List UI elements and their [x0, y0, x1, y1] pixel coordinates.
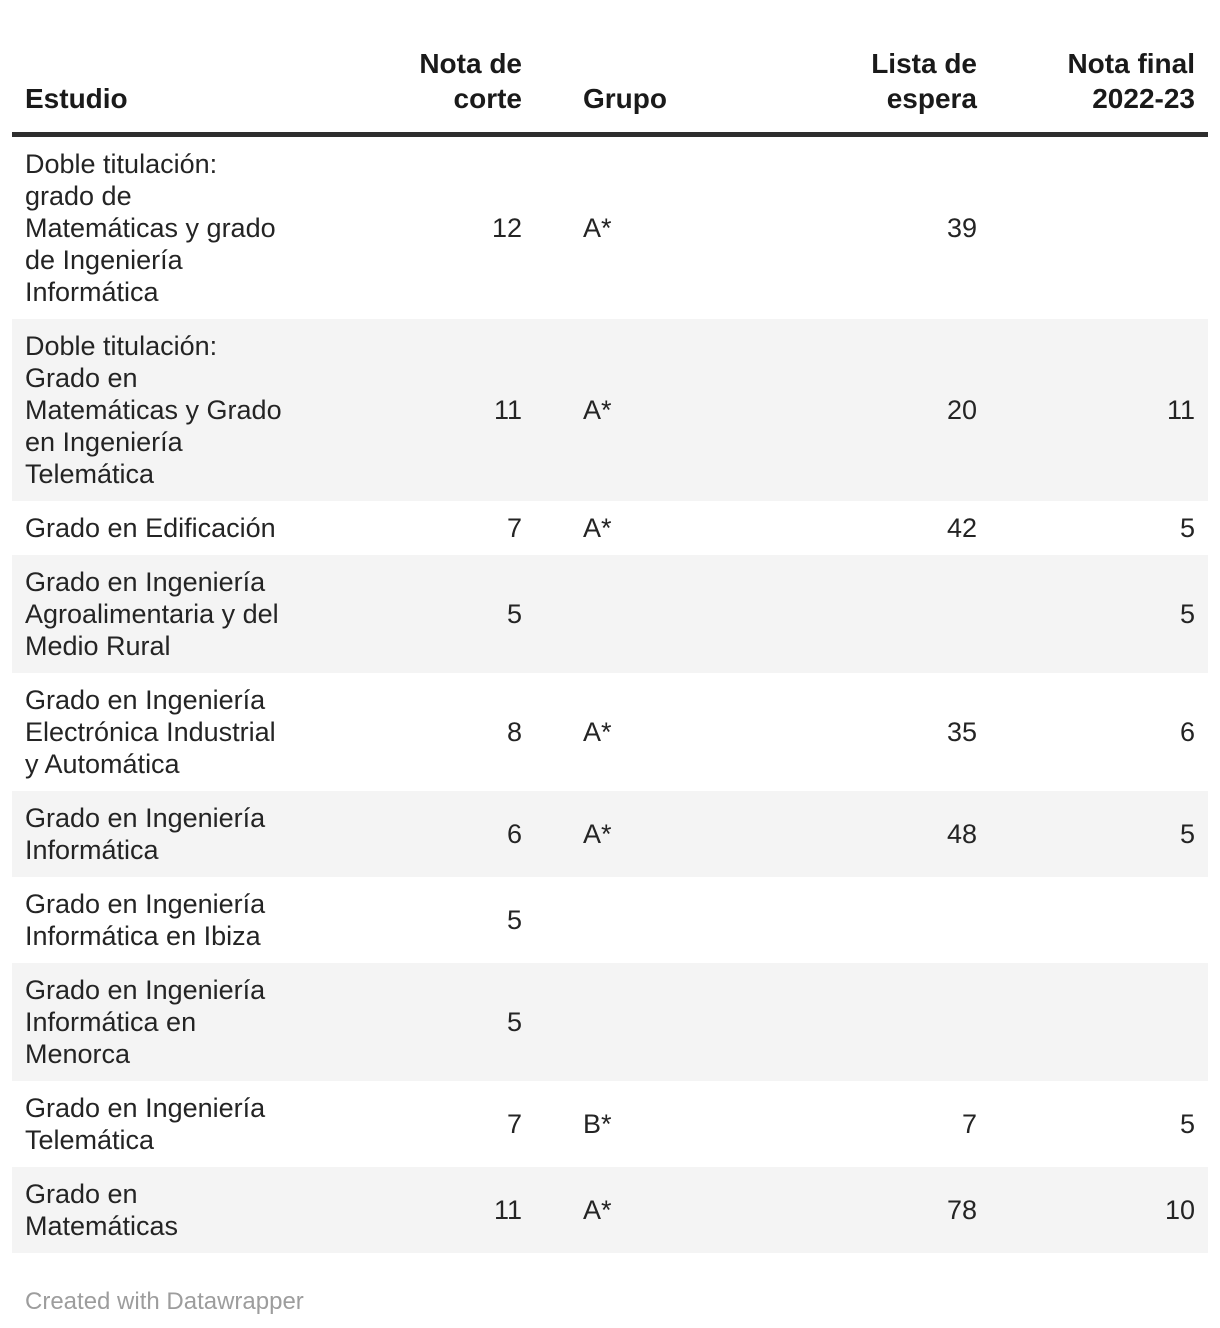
- cell-lista-espera: 7: [961, 1109, 977, 1139]
- table-row: Grado en Ingeniería Agroalimentaria y de…: [12, 555, 1208, 673]
- column-header-estudio: Estudio: [12, 0, 350, 137]
- cell-grupo: B*: [583, 1109, 612, 1139]
- table-row: Grado en Ingeniería Informática en Ibiza…: [12, 877, 1208, 963]
- cell-nota-final: 5: [1179, 513, 1195, 543]
- column-header-lista-espera: Lista de espera: [700, 0, 977, 137]
- cell-name: Grado en Matemáticas: [25, 1179, 179, 1241]
- cell-lista-espera: 42: [946, 513, 977, 543]
- cell-lista-espera: 78: [946, 1195, 977, 1225]
- cell-lista-espera: [700, 877, 977, 963]
- cell-grupo: [522, 877, 700, 963]
- cell-grupo: A*: [583, 717, 612, 747]
- cell-nota-corte: 11: [493, 395, 522, 425]
- cell-lista-espera: 35: [946, 717, 977, 747]
- cell-nota-final: 5: [1179, 1109, 1195, 1139]
- cell-name: Doble titulación: Grado en Matemáticas y…: [25, 331, 282, 489]
- cell-lista-espera: 20: [946, 395, 977, 425]
- table-row: Doble titulación: grado de Matemáticas y…: [12, 135, 1208, 320]
- cell-grupo: A*: [583, 213, 612, 243]
- cell-grupo: A*: [583, 1195, 612, 1225]
- datawrapper-credit: Created with Datawrapper: [25, 1288, 304, 1315]
- cell-name: Grado en Ingeniería Telemática: [25, 1093, 266, 1155]
- cell-name: Grado en Ingeniería Informática en Menor…: [25, 975, 266, 1069]
- cell-grupo: [522, 555, 700, 673]
- cell-grupo: A*: [583, 513, 612, 543]
- cell-nota-final: 5: [1179, 819, 1195, 849]
- cell-nota-corte: 5: [506, 905, 522, 935]
- table-header: Estudio Nota de corte Grupo Lista de esp…: [12, 0, 1208, 137]
- column-header-grupo: Grupo: [522, 0, 700, 137]
- cell-name: Grado en Ingeniería Electrónica Industri…: [25, 685, 276, 779]
- cell-lista-espera: [700, 963, 977, 1081]
- cell-nota-corte: 7: [506, 513, 522, 543]
- cell-name: Grado en Ingeniería Agroalimentaria y de…: [25, 567, 279, 661]
- cell-nota-corte: 7: [506, 1109, 522, 1139]
- table-row: Grado en Ingeniería Electrónica Industri…: [12, 673, 1208, 791]
- cell-nota-final: 10: [1164, 1195, 1195, 1225]
- cell-name: Grado en Ingeniería Informática en Ibiza: [25, 889, 266, 951]
- column-header-nota-corte: Nota de corte: [350, 0, 522, 137]
- cell-nota-corte: 5: [506, 1007, 522, 1037]
- cell-nota-final: 5: [1179, 599, 1195, 629]
- cell-nota-corte: 5: [506, 599, 522, 629]
- cell-name: Doble titulación: grado de Matemáticas y…: [25, 149, 276, 307]
- table-row: Grado en Ingeniería Informática en Menor…: [12, 963, 1208, 1081]
- cell-grupo: A*: [583, 395, 612, 425]
- cell-nota-corte: 8: [506, 717, 522, 747]
- cell-nota-corte: 11: [493, 1195, 522, 1225]
- cell-nota-corte: 6: [506, 819, 522, 849]
- cell-lista-espera: [700, 555, 977, 673]
- cell-nota-final: 11: [1166, 395, 1195, 425]
- table-body: Doble titulación: grado de Matemáticas y…: [12, 135, 1208, 1253]
- cell-nota-final: [977, 135, 1208, 320]
- cell-grupo: A*: [583, 819, 612, 849]
- table-row: Grado en Matemáticas 11 A* 78 10: [12, 1167, 1208, 1253]
- table-row: Grado en Edificación 7 A* 42 5: [12, 501, 1208, 555]
- cell-nota-final: [977, 877, 1208, 963]
- cell-grupo: [522, 963, 700, 1081]
- cell-nota-final: [977, 963, 1208, 1081]
- cell-nota-corte: 12: [491, 213, 522, 243]
- cell-lista-espera: 39: [946, 213, 977, 243]
- data-table: Estudio Nota de corte Grupo Lista de esp…: [12, 0, 1208, 1253]
- table-row: Grado en Ingeniería Informática 6 A* 48 5: [12, 791, 1208, 877]
- cell-name: Grado en Ingeniería Informática: [25, 803, 266, 865]
- table-row: Doble titulación: Grado en Matemáticas y…: [12, 319, 1208, 501]
- cell-nota-final: 6: [1179, 717, 1195, 747]
- cell-name: Grado en Edificación: [25, 513, 276, 543]
- header-row: Estudio Nota de corte Grupo Lista de esp…: [12, 0, 1208, 137]
- column-header-nota-final: Nota final 2022-23: [977, 0, 1208, 137]
- table-row: Grado en Ingeniería Telemática 7 B* 7 5: [12, 1081, 1208, 1167]
- cell-lista-espera: 48: [946, 819, 977, 849]
